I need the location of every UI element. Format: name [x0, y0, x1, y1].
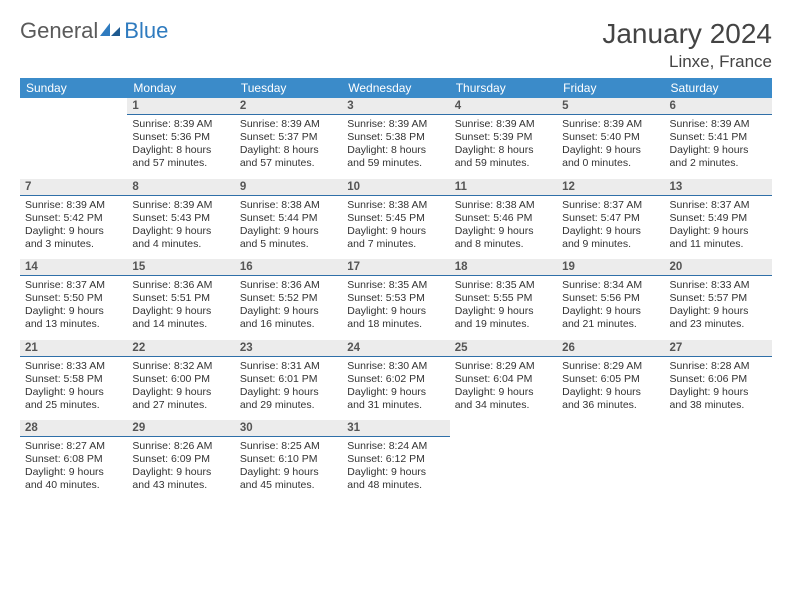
- daynum-cell: 25: [450, 340, 557, 357]
- detail-cell: Sunrise: 8:37 AMSunset: 5:49 PMDaylight:…: [665, 195, 772, 259]
- logo-sail-icon: [100, 23, 122, 39]
- daynum-cell: 1: [127, 98, 234, 115]
- detail-cell: Sunrise: 8:39 AMSunset: 5:36 PMDaylight:…: [127, 115, 234, 179]
- detail-cell: Sunrise: 8:28 AMSunset: 6:06 PMDaylight:…: [665, 356, 772, 420]
- daynum-cell: 20: [665, 259, 772, 276]
- daynum-cell: 2: [235, 98, 342, 115]
- detail-cell: Sunrise: 8:39 AMSunset: 5:40 PMDaylight:…: [557, 115, 664, 179]
- detail-cell: [450, 437, 557, 501]
- detail-cell: Sunrise: 8:39 AMSunset: 5:43 PMDaylight:…: [127, 195, 234, 259]
- detail-cell: Sunrise: 8:37 AMSunset: 5:47 PMDaylight:…: [557, 195, 664, 259]
- dow-cell: Wednesday: [342, 78, 449, 98]
- dow-cell: Tuesday: [235, 78, 342, 98]
- daynum-cell: 23: [235, 340, 342, 357]
- detail-cell: [557, 437, 664, 501]
- daynum-cell: 29: [127, 420, 234, 437]
- calendar-body: SundayMondayTuesdayWednesdayThursdayFrid…: [20, 78, 772, 501]
- detail-cell: Sunrise: 8:32 AMSunset: 6:00 PMDaylight:…: [127, 356, 234, 420]
- detail-cell: Sunrise: 8:30 AMSunset: 6:02 PMDaylight:…: [342, 356, 449, 420]
- daynum-cell: [450, 420, 557, 437]
- daynum-cell: 28: [20, 420, 127, 437]
- detail-cell: Sunrise: 8:39 AMSunset: 5:37 PMDaylight:…: [235, 115, 342, 179]
- daynum-cell: [20, 98, 127, 115]
- daynum-cell: 17: [342, 259, 449, 276]
- daynum-cell: 26: [557, 340, 664, 357]
- detail-cell: Sunrise: 8:38 AMSunset: 5:44 PMDaylight:…: [235, 195, 342, 259]
- logo: General Blue: [20, 18, 168, 44]
- daynum-cell: 6: [665, 98, 772, 115]
- detail-cell: Sunrise: 8:39 AMSunset: 5:38 PMDaylight:…: [342, 115, 449, 179]
- daynum-row: 14151617181920: [20, 259, 772, 276]
- logo-text-general: General: [20, 18, 98, 44]
- dow-row: SundayMondayTuesdayWednesdayThursdayFrid…: [20, 78, 772, 98]
- detail-row: Sunrise: 8:27 AMSunset: 6:08 PMDaylight:…: [20, 437, 772, 501]
- daynum-cell: [557, 420, 664, 437]
- daynum-cell: 8: [127, 179, 234, 196]
- detail-cell: Sunrise: 8:29 AMSunset: 6:05 PMDaylight:…: [557, 356, 664, 420]
- dow-cell: Monday: [127, 78, 234, 98]
- detail-cell: Sunrise: 8:34 AMSunset: 5:56 PMDaylight:…: [557, 276, 664, 340]
- title-block: January 2024 Linxe, France: [602, 18, 772, 72]
- detail-cell: Sunrise: 8:36 AMSunset: 5:51 PMDaylight:…: [127, 276, 234, 340]
- location: Linxe, France: [602, 52, 772, 72]
- detail-cell: Sunrise: 8:33 AMSunset: 5:58 PMDaylight:…: [20, 356, 127, 420]
- daynum-cell: 12: [557, 179, 664, 196]
- detail-cell: Sunrise: 8:38 AMSunset: 5:45 PMDaylight:…: [342, 195, 449, 259]
- daynum-row: 28293031: [20, 420, 772, 437]
- daynum-cell: 7: [20, 179, 127, 196]
- daynum-cell: 27: [665, 340, 772, 357]
- daynum-cell: 19: [557, 259, 664, 276]
- logo-text-blue: Blue: [124, 18, 168, 44]
- detail-cell: Sunrise: 8:36 AMSunset: 5:52 PMDaylight:…: [235, 276, 342, 340]
- month-title: January 2024: [602, 18, 772, 50]
- detail-cell: Sunrise: 8:39 AMSunset: 5:42 PMDaylight:…: [20, 195, 127, 259]
- dow-cell: Saturday: [665, 78, 772, 98]
- daynum-row: 21222324252627: [20, 340, 772, 357]
- detail-cell: Sunrise: 8:35 AMSunset: 5:53 PMDaylight:…: [342, 276, 449, 340]
- daynum-cell: 14: [20, 259, 127, 276]
- daynum-row: 123456: [20, 98, 772, 115]
- detail-cell: Sunrise: 8:35 AMSunset: 5:55 PMDaylight:…: [450, 276, 557, 340]
- dow-cell: Sunday: [20, 78, 127, 98]
- detail-cell: Sunrise: 8:31 AMSunset: 6:01 PMDaylight:…: [235, 356, 342, 420]
- daynum-cell: 22: [127, 340, 234, 357]
- detail-row: Sunrise: 8:33 AMSunset: 5:58 PMDaylight:…: [20, 356, 772, 420]
- daynum-cell: 10: [342, 179, 449, 196]
- detail-cell: Sunrise: 8:24 AMSunset: 6:12 PMDaylight:…: [342, 437, 449, 501]
- dow-cell: Thursday: [450, 78, 557, 98]
- detail-cell: Sunrise: 8:27 AMSunset: 6:08 PMDaylight:…: [20, 437, 127, 501]
- daynum-cell: 4: [450, 98, 557, 115]
- detail-cell: Sunrise: 8:25 AMSunset: 6:10 PMDaylight:…: [235, 437, 342, 501]
- daynum-cell: 11: [450, 179, 557, 196]
- detail-cell: Sunrise: 8:39 AMSunset: 5:39 PMDaylight:…: [450, 115, 557, 179]
- detail-cell: [665, 437, 772, 501]
- daynum-cell: 31: [342, 420, 449, 437]
- detail-cell: Sunrise: 8:33 AMSunset: 5:57 PMDaylight:…: [665, 276, 772, 340]
- calendar-page: General Blue January 2024 Linxe, France …: [0, 0, 792, 501]
- daynum-cell: 21: [20, 340, 127, 357]
- calendar-table: SundayMondayTuesdayWednesdayThursdayFrid…: [20, 78, 772, 501]
- daynum-cell: 15: [127, 259, 234, 276]
- detail-cell: Sunrise: 8:26 AMSunset: 6:09 PMDaylight:…: [127, 437, 234, 501]
- daynum-cell: [665, 420, 772, 437]
- daynum-cell: 30: [235, 420, 342, 437]
- detail-cell: Sunrise: 8:37 AMSunset: 5:50 PMDaylight:…: [20, 276, 127, 340]
- detail-cell: Sunrise: 8:29 AMSunset: 6:04 PMDaylight:…: [450, 356, 557, 420]
- detail-row: Sunrise: 8:39 AMSunset: 5:36 PMDaylight:…: [20, 115, 772, 179]
- detail-cell: Sunrise: 8:38 AMSunset: 5:46 PMDaylight:…: [450, 195, 557, 259]
- daynum-cell: 9: [235, 179, 342, 196]
- daynum-cell: 5: [557, 98, 664, 115]
- daynum-cell: 3: [342, 98, 449, 115]
- daynum-cell: 13: [665, 179, 772, 196]
- daynum-cell: 16: [235, 259, 342, 276]
- header: General Blue January 2024 Linxe, France: [20, 18, 772, 72]
- dow-cell: Friday: [557, 78, 664, 98]
- daynum-cell: 18: [450, 259, 557, 276]
- detail-row: Sunrise: 8:39 AMSunset: 5:42 PMDaylight:…: [20, 195, 772, 259]
- detail-cell: Sunrise: 8:39 AMSunset: 5:41 PMDaylight:…: [665, 115, 772, 179]
- detail-row: Sunrise: 8:37 AMSunset: 5:50 PMDaylight:…: [20, 276, 772, 340]
- daynum-cell: 24: [342, 340, 449, 357]
- daynum-row: 78910111213: [20, 179, 772, 196]
- detail-cell: [20, 115, 127, 179]
